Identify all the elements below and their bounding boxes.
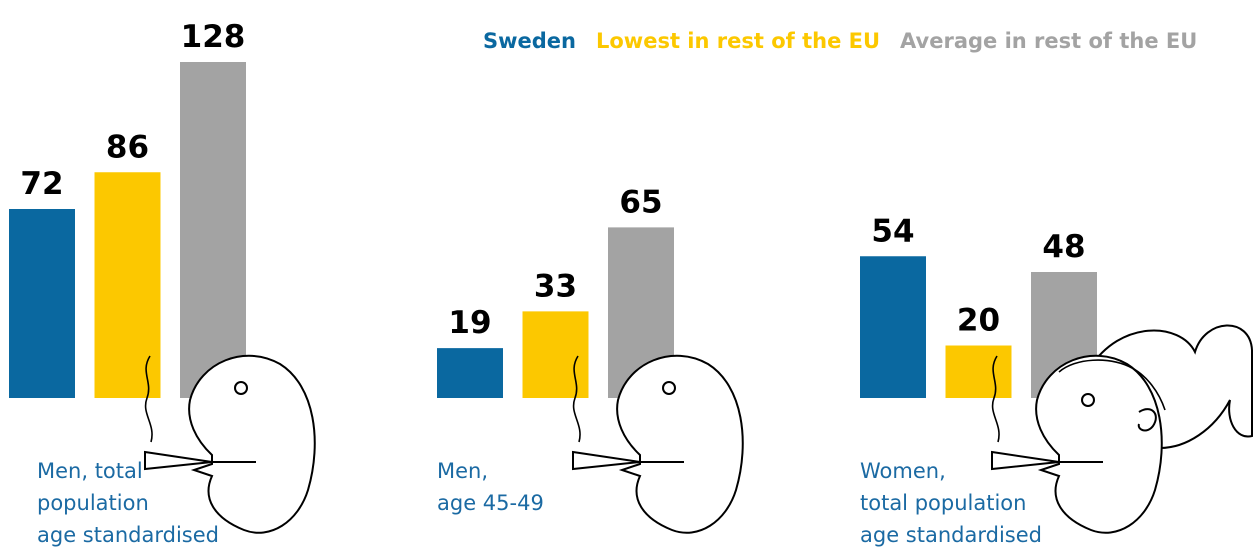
fringe: [1058, 359, 1166, 411]
bar: [180, 62, 246, 398]
bar: [94, 172, 161, 398]
bar: [522, 311, 589, 398]
cigarette: [991, 450, 1060, 471]
face-parts: [991, 354, 1166, 534]
value-label: 48: [1042, 229, 1085, 265]
value-label: 19: [448, 305, 491, 341]
eye: [1081, 393, 1095, 407]
bar: [945, 345, 1012, 398]
eye: [234, 381, 248, 395]
illustrations: [144, 324, 1253, 534]
value-label: 86: [106, 129, 149, 165]
plot: 72 86 128 Men, total population age standardi…: [9, 19, 1097, 547]
bar: [9, 209, 75, 398]
cigarette: [572, 450, 641, 471]
ear: [1137, 408, 1157, 432]
category-label: age 45-49: [437, 491, 544, 515]
value-label: 33: [534, 268, 577, 304]
smoke: [144, 355, 153, 443]
head: [1035, 354, 1163, 534]
face: [572, 354, 744, 534]
category-label: age standardised: [860, 523, 1042, 547]
legend-label: Average in rest of the EU: [900, 29, 1197, 53]
category-label: Men, total: [37, 459, 143, 483]
eye: [662, 381, 676, 395]
value-label: 65: [619, 184, 662, 220]
value-label: 20: [957, 303, 1000, 339]
category-label: total population: [860, 491, 1026, 515]
legend-label: Sweden: [483, 29, 576, 53]
face: [991, 324, 1253, 534]
face: [144, 354, 316, 534]
bar: [860, 256, 926, 398]
head: [616, 354, 744, 534]
legend-label: Lowest in rest of the EU: [596, 29, 880, 53]
value-label: 54: [871, 213, 914, 249]
category-label: Women,: [860, 459, 946, 483]
category-label: Men,: [437, 459, 488, 483]
smoke: [572, 355, 581, 443]
smoke: [991, 355, 1000, 443]
bar: [437, 348, 503, 398]
value-label: 72: [20, 166, 63, 202]
legend: Sweden Lowest in rest of the EU Average in…: [483, 29, 1197, 53]
category-label: population: [37, 491, 149, 515]
category-label: age standardised: [37, 523, 219, 547]
cigarette: [144, 450, 213, 471]
head: [188, 354, 316, 534]
value-label: 128: [181, 19, 246, 55]
